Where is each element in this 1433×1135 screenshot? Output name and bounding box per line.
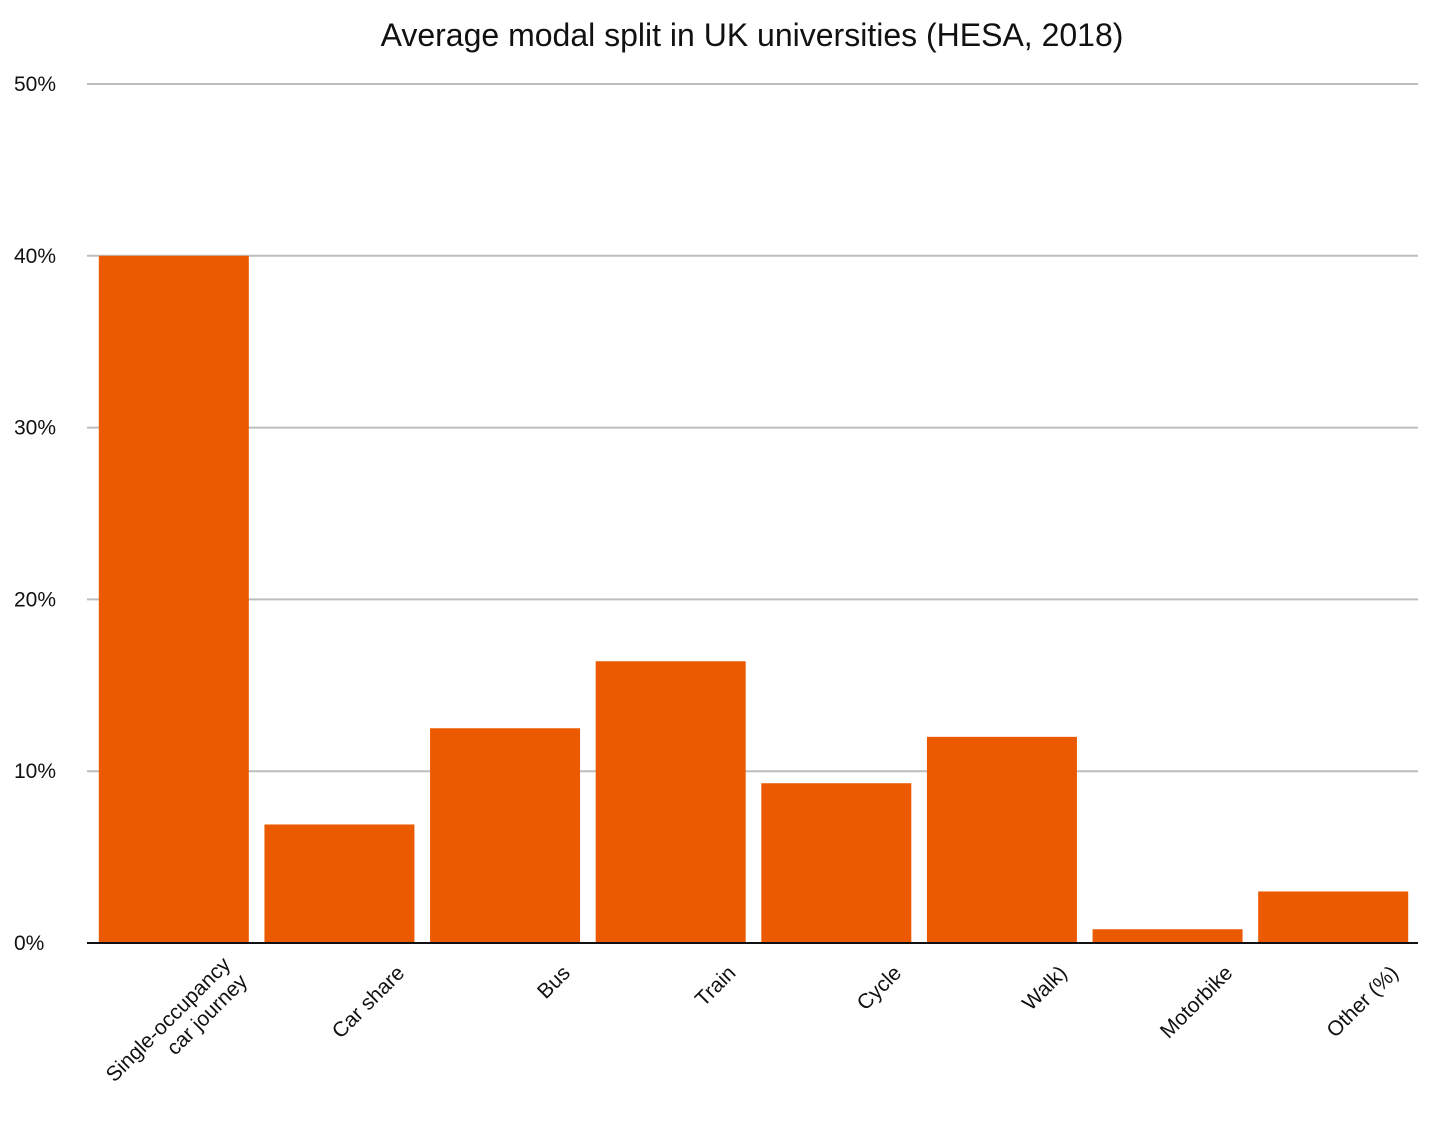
y-tick-label: 10% xyxy=(14,760,56,783)
x-tick-label: Walk) xyxy=(1018,962,1072,1016)
bar xyxy=(98,255,249,944)
x-tick-label: Car share xyxy=(328,962,409,1043)
bar xyxy=(761,783,912,943)
bar xyxy=(264,824,415,943)
bar xyxy=(1092,929,1243,943)
bar xyxy=(430,728,581,943)
x-tick-label: Train xyxy=(691,962,741,1012)
x-tick-label: Bus xyxy=(533,962,575,1004)
y-tick-label: 40% xyxy=(14,245,56,268)
x-tick-label: Cycle xyxy=(853,962,906,1015)
y-tick-label: 30% xyxy=(14,417,56,440)
chart-title: Average modal split in UK universities (… xyxy=(381,17,1124,53)
x-tick-label: Single-occupancycar journey xyxy=(102,953,253,1104)
bar xyxy=(595,661,746,943)
bar xyxy=(926,736,1077,943)
bar xyxy=(1258,891,1409,943)
y-tick-label: 20% xyxy=(14,588,56,611)
x-tick-label: Motorbike xyxy=(1156,962,1237,1043)
x-tick-label: Other (%) xyxy=(1322,962,1403,1043)
y-tick-label: 0% xyxy=(14,932,44,955)
y-tick-label: 50% xyxy=(14,73,56,96)
